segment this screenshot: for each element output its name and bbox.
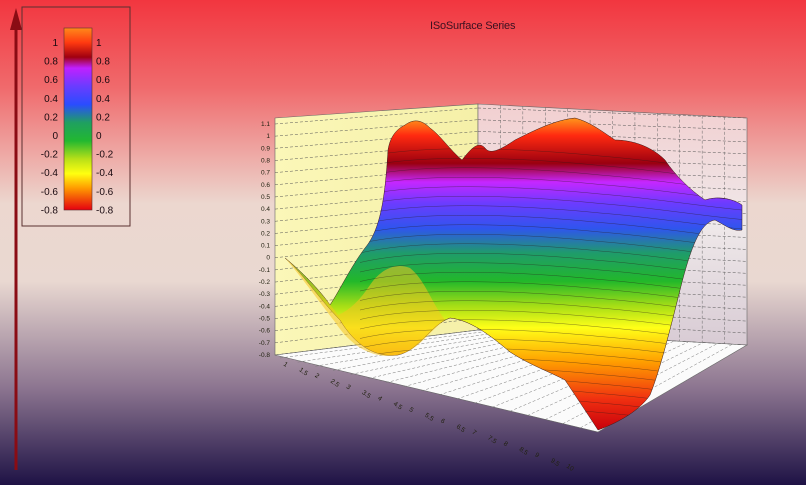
contour-line (359, 205, 742, 230)
x-tick-label: 6 (439, 418, 446, 426)
iso-surface (284, 117, 743, 431)
z-tick-label: 0.8 (261, 157, 270, 164)
z-tick-label: 0.5 (261, 194, 270, 201)
x-tick-label: 7.5 (486, 435, 498, 446)
legend-color-bar (63, 27, 93, 211)
x-tick-label: 4.5 (392, 401, 404, 412)
z-tick-label: -0.5 (259, 316, 271, 323)
chart-title: ISoSurface Series (430, 20, 516, 32)
legend-left-label: 0 (52, 131, 58, 142)
grid-line (332, 333, 527, 371)
x-tick-label: 5.5 (423, 412, 435, 423)
x-tick-label: 2 (313, 372, 320, 380)
legend-right-label: 0 (96, 131, 102, 142)
legend-right-label: -0.6 (96, 187, 114, 198)
x-tick-label: 6.5 (455, 423, 467, 434)
grid-line (385, 336, 571, 383)
legend-right-label: -0.4 (96, 168, 114, 179)
legend-right-label: 0.8 (96, 57, 110, 68)
grid-line (274, 154, 479, 173)
x-tick-label: 9.5 (549, 457, 561, 468)
x-tick-label: 4 (376, 395, 383, 403)
x-tick-label: 3 (345, 384, 352, 392)
z-tick-label: 0.3 (261, 218, 270, 225)
contour-line (359, 224, 742, 249)
contour-line (359, 215, 742, 239)
x-tick-label: 9 (533, 452, 540, 460)
grid-line (274, 142, 479, 161)
grid-line (580, 344, 733, 429)
legend-right-label: -0.2 (96, 150, 114, 161)
x-tick-label: 1.5 (298, 367, 310, 378)
grid-line (315, 333, 512, 367)
z-tick-label: 1.1 (261, 121, 270, 128)
z-tick-label: 0.9 (261, 145, 270, 152)
legend-left-label: -0.8 (41, 205, 59, 216)
legend-left-label: 0.4 (44, 94, 58, 105)
z-tick-label: 0.2 (261, 230, 270, 237)
z-axis-ticks: -0.8 -0.7 -0.6 -0.5 -0.4 -0.3 -0.2 -0.1 0 0.1 0.2 0… (259, 121, 271, 359)
contour-line (359, 196, 742, 220)
z-tick-label: 0 (266, 255, 270, 262)
legend-left-label: -0.6 (41, 187, 59, 198)
z-tick-label: -0.1 (259, 267, 271, 274)
x-tick-label: 10 (565, 463, 575, 473)
grid-line (274, 119, 479, 137)
z-tick-label: 0.4 (261, 206, 270, 213)
legend-left-label: -0.2 (41, 150, 59, 161)
x-axis-ticks: 1 1.5 2 2.5 3 3.5 4 4.5 5 5.5 6 6.5 7 7.5 8 8.5 9 9.5 10 (282, 361, 575, 473)
grid-line (597, 344, 748, 433)
x-tick-label: 8 (502, 440, 509, 448)
legend-right-label: 0.2 (96, 112, 110, 123)
contour-line (359, 177, 742, 201)
x-tick-label: 8.5 (518, 446, 530, 457)
grid-line (274, 107, 479, 125)
legend-left-label: 0.2 (44, 112, 58, 123)
contour-line (359, 186, 742, 211)
legend-right-label: 0.6 (96, 75, 110, 86)
grid-line (274, 166, 479, 186)
z-tick-label: -0.8 (259, 352, 271, 359)
legend-left-label: -0.4 (41, 168, 59, 179)
z-tick-label: -0.7 (259, 340, 271, 347)
legend-left-label: 0.8 (44, 57, 58, 68)
z-tick-label: -0.2 (259, 279, 271, 286)
z-tick-label: -0.3 (259, 291, 271, 298)
legend-left-label: 1 (52, 38, 58, 49)
grid-line (274, 201, 479, 222)
color-legend: 1 0.8 0.6 0.4 0.2 0 -0.2 -0.4 -0.6 -0.8 1 0.8 0.6 0.… (21, 6, 131, 227)
z-tick-label: -0.6 (259, 328, 271, 335)
legend-right-label: 0.4 (96, 94, 110, 105)
z-tick-label: 0.6 (261, 182, 270, 189)
legend-right-label: -0.8 (96, 205, 114, 216)
grid-line (274, 189, 479, 210)
z-tick-label: 0.7 (261, 170, 270, 177)
x-tick-label: 2.5 (329, 378, 341, 389)
grid-line (274, 131, 479, 149)
grid-line (274, 177, 479, 198)
grid-line (438, 338, 615, 396)
x-tick-label: 7 (471, 429, 478, 437)
legend-right-label: 1 (96, 38, 102, 49)
x-tick-label: 5 (408, 406, 415, 414)
arrow-head-icon (10, 8, 22, 30)
x-tick-label: 1 (282, 361, 289, 369)
z-tick-label: 1 (266, 133, 270, 140)
z-tick-label: 0.1 (261, 243, 270, 250)
legend-left-label: 0.6 (44, 75, 58, 86)
x-tick-label: 3.5 (360, 389, 372, 400)
z-tick-label: -0.4 (259, 303, 271, 310)
